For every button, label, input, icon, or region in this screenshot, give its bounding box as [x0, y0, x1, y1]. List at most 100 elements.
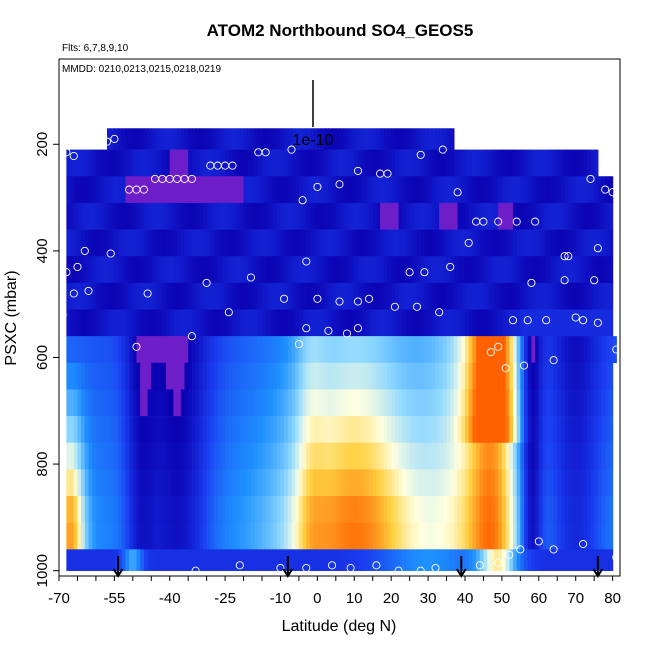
heatmap-cell — [535, 389, 540, 417]
heatmap-cell — [106, 469, 112, 497]
heatmap-cell — [365, 389, 370, 417]
heatmap-cell — [483, 229, 488, 257]
heatmap-cell — [409, 256, 414, 284]
heatmap-cell — [442, 202, 448, 230]
heatmap-cell — [154, 496, 160, 523]
heatmap-cell — [527, 282, 533, 310]
heatmap-cell — [317, 442, 322, 470]
heatmap-cell — [184, 336, 189, 364]
heatmap-cell — [453, 336, 459, 364]
heatmap-cell — [151, 549, 156, 571]
heatmap-cell — [287, 128, 293, 150]
heatmap-cell — [147, 256, 152, 284]
heatmap-cell — [210, 309, 215, 337]
heatmap-cell — [557, 336, 562, 364]
heatmap-cell — [273, 128, 278, 150]
heatmap-cell — [276, 149, 282, 177]
heatmap-cell — [361, 389, 366, 417]
heatmap-cell — [261, 176, 267, 204]
heatmap-cell — [549, 362, 555, 390]
heatmap-cell — [512, 362, 518, 390]
heatmap-cell — [321, 389, 326, 417]
observation-point — [501, 364, 510, 373]
heatmap-cell — [295, 549, 300, 571]
heatmap-cell — [295, 309, 300, 337]
heatmap-cell — [431, 522, 437, 550]
heatmap-cell — [114, 389, 119, 417]
heatmap-cell — [77, 469, 82, 497]
heatmap-cell — [284, 229, 289, 257]
heatmap-cell — [424, 149, 429, 177]
heatmap-cell — [280, 128, 285, 150]
heatmap-cell — [446, 416, 451, 444]
heatmap-cell — [442, 442, 448, 470]
heatmap-cell — [184, 389, 189, 417]
heatmap-cell — [524, 442, 529, 470]
heatmap-cell — [129, 229, 134, 257]
heatmap-cell — [350, 416, 355, 444]
heatmap-cell — [439, 549, 444, 571]
heatmap-cell — [169, 522, 175, 550]
heatmap-cell — [114, 549, 119, 571]
heatmap-cell — [605, 469, 610, 497]
heatmap-cell — [464, 229, 470, 257]
heatmap-cell — [405, 336, 411, 364]
heatmap-cell — [158, 176, 163, 204]
observation-point — [534, 537, 543, 546]
heatmap-cell — [140, 389, 145, 417]
heatmap-cell — [129, 176, 134, 204]
heatmap-cell — [147, 389, 152, 417]
heatmap-cell — [306, 202, 311, 230]
heatmap-cell — [335, 469, 341, 497]
heatmap-cell — [147, 202, 152, 230]
heatmap-cell — [250, 336, 256, 364]
heatmap-cell — [494, 549, 499, 571]
heatmap-cell — [295, 176, 300, 204]
heatmap-cell — [560, 202, 566, 230]
heatmap-cell — [247, 229, 252, 257]
heatmap-cell — [210, 362, 215, 390]
heatmap-cell — [357, 549, 363, 571]
heatmap-cell — [321, 282, 326, 310]
heatmap-cell — [380, 496, 385, 523]
heatmap-cell — [512, 229, 518, 257]
heatmap-cell — [273, 469, 278, 497]
heatmap-cell — [143, 496, 149, 523]
heatmap-cell — [560, 416, 566, 444]
heatmap-cell — [380, 128, 385, 150]
heatmap-cell — [295, 128, 300, 150]
heatmap-cell — [520, 176, 525, 204]
heatmap-cell — [291, 522, 296, 550]
heatmap-cell — [583, 416, 588, 444]
heatmap-cell — [243, 229, 248, 257]
heatmap-cell — [568, 336, 573, 364]
heatmap-cell — [538, 202, 544, 230]
heatmap-cell — [350, 176, 355, 204]
heatmap-cell — [553, 416, 558, 444]
heatmap-cell — [162, 202, 167, 230]
heatmap-cell — [457, 496, 462, 523]
heatmap-cell — [435, 282, 440, 310]
heatmap-cell — [546, 256, 551, 284]
heatmap-cell — [583, 442, 588, 470]
heatmap-cell — [280, 469, 285, 497]
heatmap-cell — [173, 256, 178, 284]
heatmap-cell — [106, 416, 112, 444]
heatmap-cell — [476, 549, 481, 571]
heatmap-cell — [472, 282, 477, 310]
heatmap-cell — [232, 549, 237, 571]
heatmap-cell — [221, 469, 226, 497]
heatmap-cell — [258, 362, 263, 390]
heatmap-cell — [114, 469, 119, 497]
heatmap-cell — [202, 176, 208, 204]
heatmap-cell — [143, 149, 149, 177]
heatmap-cell — [597, 522, 603, 550]
heatmap-cell — [95, 309, 101, 337]
heatmap-cell — [298, 149, 304, 177]
heatmap-cell — [195, 416, 200, 444]
heatmap-cell — [147, 469, 152, 497]
heatmap-cell — [84, 256, 90, 284]
heatmap-cell — [601, 256, 606, 284]
heatmap-cell — [110, 389, 115, 417]
heatmap-cell — [339, 282, 344, 310]
